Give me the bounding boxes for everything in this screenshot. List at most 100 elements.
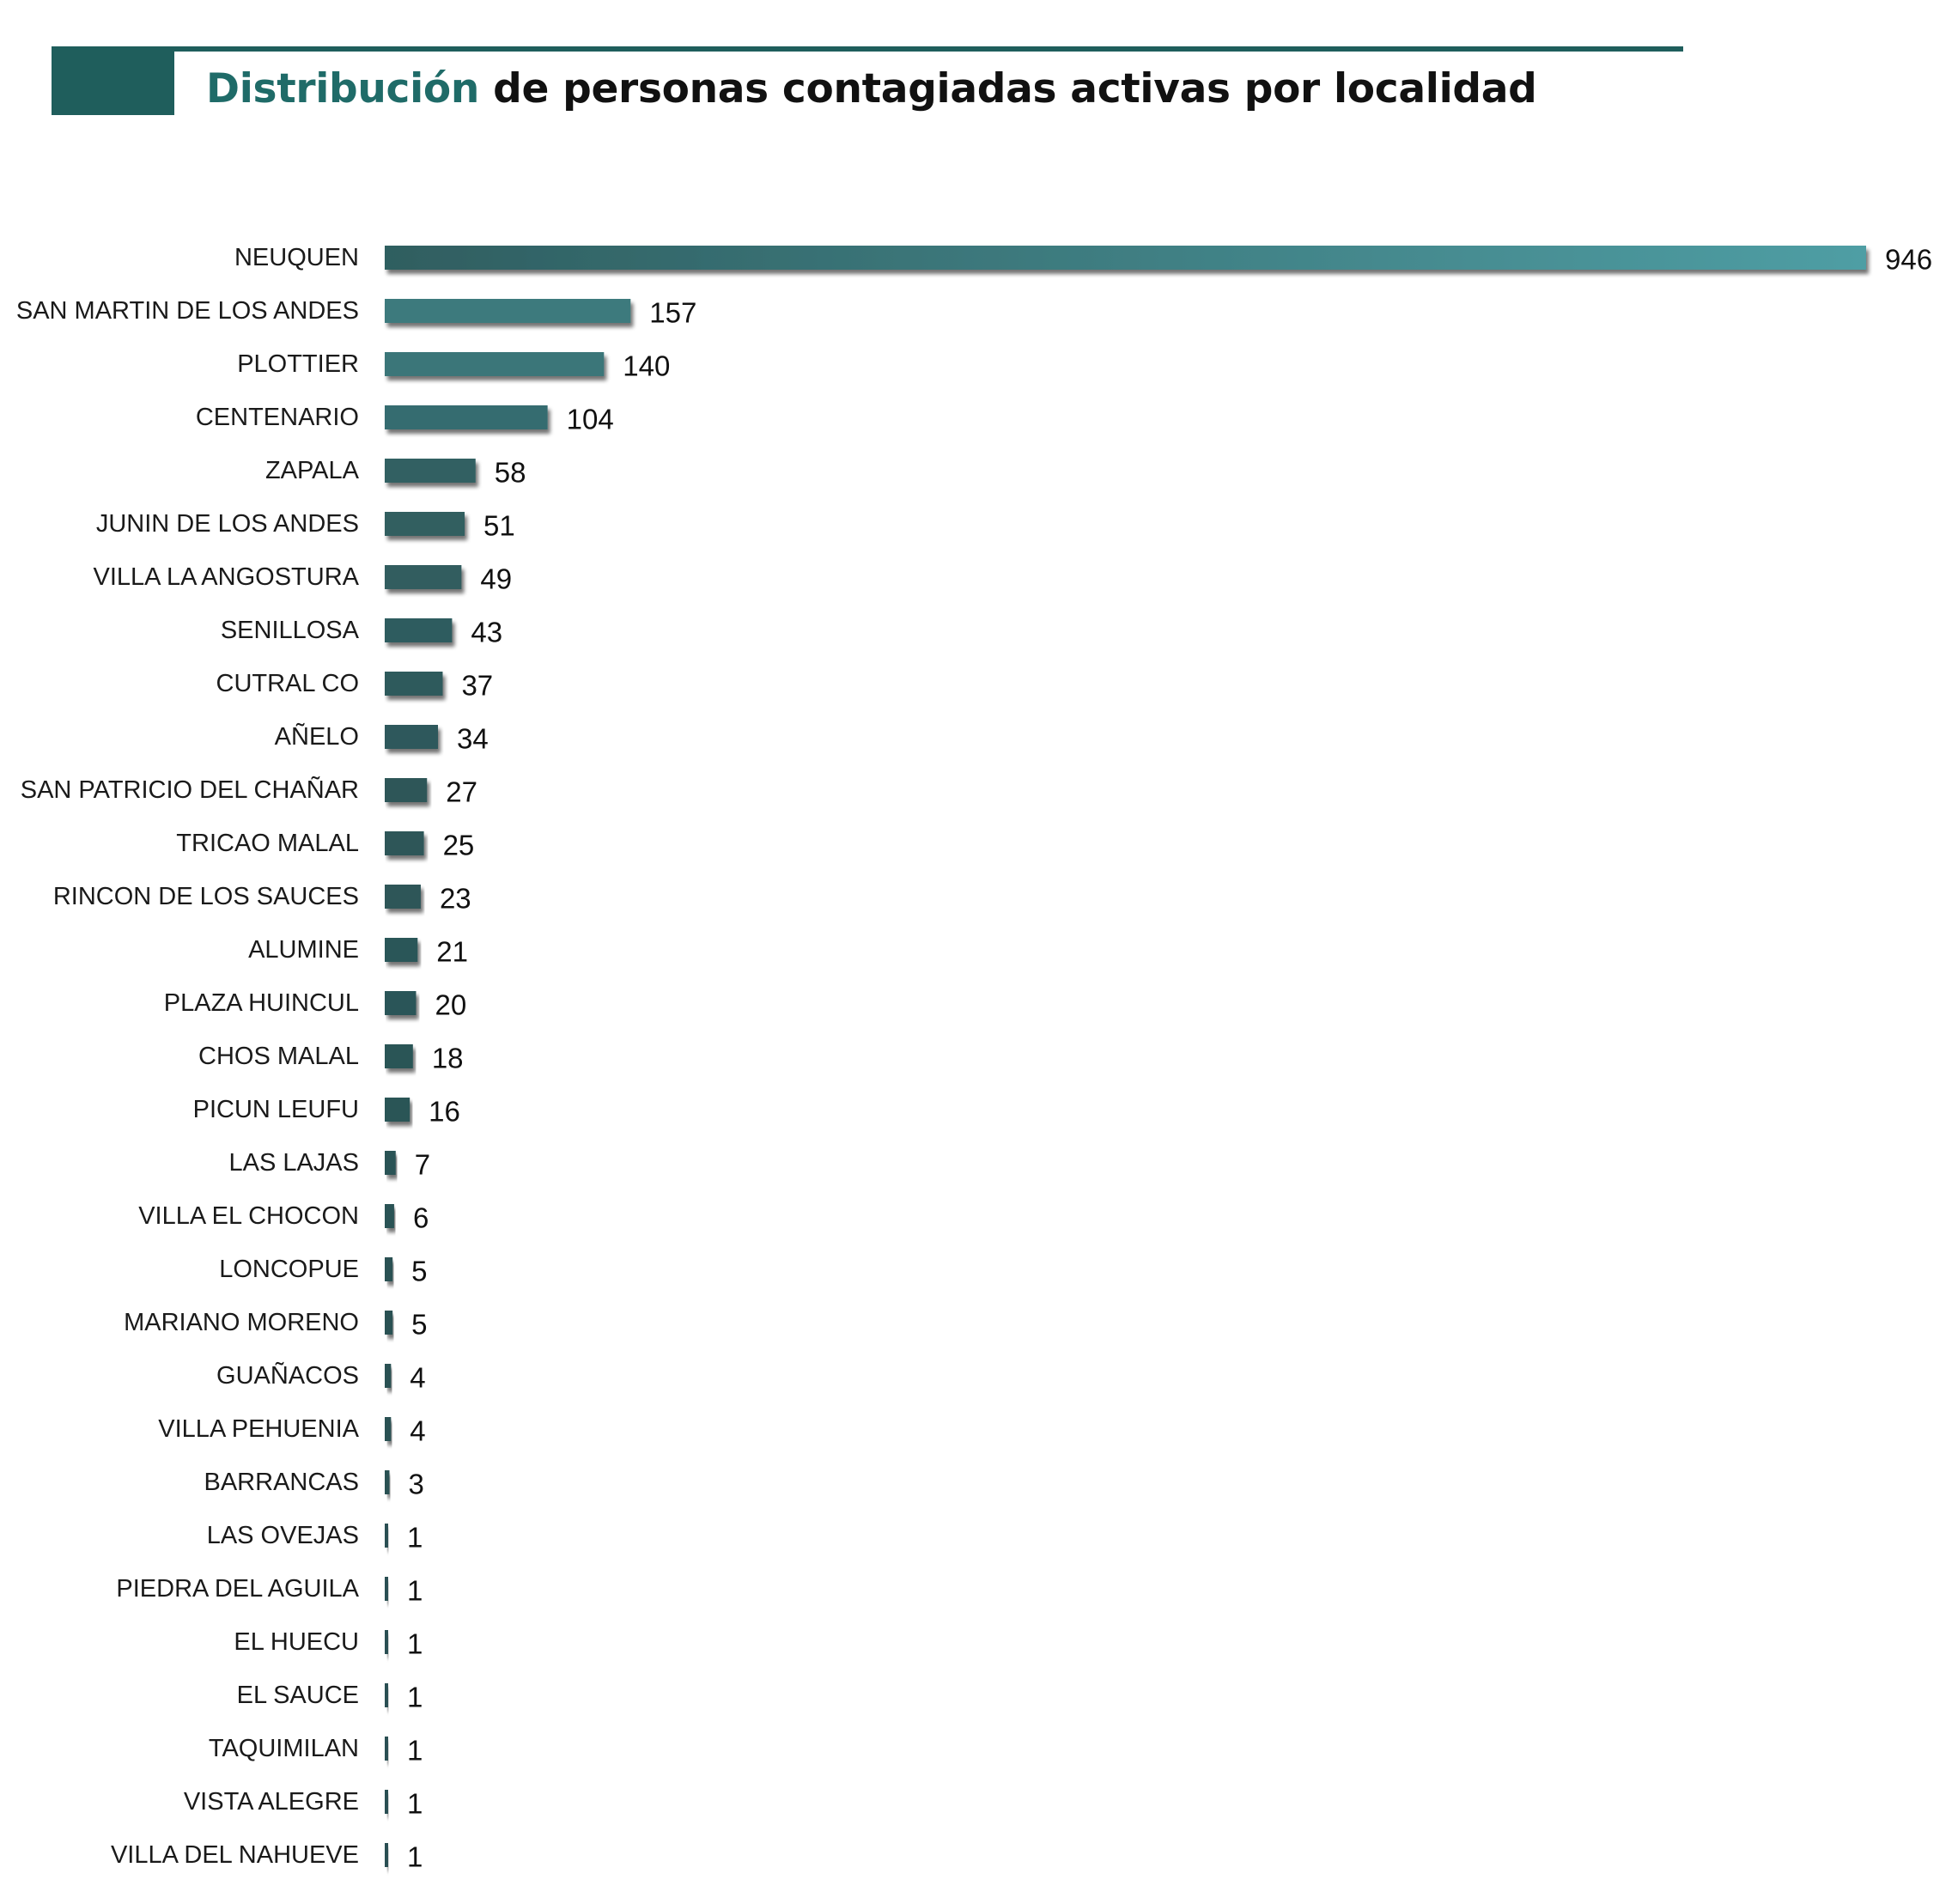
category-label: SAN PATRICIO DEL CHAÑAR (21, 775, 359, 804)
category-label: SENILLOSA (221, 617, 360, 644)
value-label: 25 (443, 830, 475, 861)
bar (385, 1577, 388, 1601)
bar (385, 618, 453, 642)
bar (385, 778, 428, 802)
bar (385, 1044, 413, 1068)
header-accent-block (52, 46, 174, 115)
category-label: CENTENARIO (196, 404, 359, 431)
category-label: JUNIN DE LOS ANDES (96, 510, 359, 538)
bar (385, 1683, 388, 1707)
category-label: LONCOPUE (219, 1256, 359, 1283)
bar (385, 459, 476, 483)
value-label: 1 (407, 1682, 423, 1713)
category-label: EL HUECU (234, 1628, 359, 1656)
category-label: LAS LAJAS (228, 1149, 359, 1177)
value-label: 1 (407, 1788, 423, 1820)
category-label: MARIANO MORENO (124, 1309, 359, 1336)
value-label: 1 (407, 1628, 423, 1660)
bar (385, 725, 438, 749)
category-label: TRICAO MALAL (176, 830, 359, 857)
value-label: 5 (411, 1309, 427, 1341)
chart-title-accent: Distribución (206, 65, 480, 113)
value-label: 1 (407, 1841, 423, 1873)
bar (385, 1417, 392, 1441)
bar (385, 512, 465, 536)
category-label: VILLA LA ANGOSTURA (94, 563, 360, 591)
category-label: CUTRAL CO (216, 670, 360, 697)
category-label: PIEDRA DEL AGUILA (116, 1575, 359, 1603)
bar (385, 1524, 388, 1548)
category-label: EL SAUCE (237, 1682, 359, 1709)
category-label: NEUQUEN (234, 244, 359, 271)
category-label: VILLA DEL NAHUEVE (111, 1841, 359, 1869)
bar (385, 1790, 388, 1814)
category-label: PICUN LEUFU (193, 1096, 359, 1123)
category-label: AÑELO (275, 721, 359, 751)
category-label: TAQUIMILAN (209, 1735, 359, 1762)
category-label: RINCON DE LOS SAUCES (53, 883, 359, 910)
value-label: 946 (1885, 244, 1932, 276)
bar (385, 1470, 390, 1494)
category-label: PLAZA HUINCUL (164, 989, 359, 1017)
bar (385, 1204, 394, 1228)
value-label: 58 (495, 457, 526, 489)
bar (385, 938, 418, 962)
category-label: ALUMINE (248, 936, 359, 964)
bar (385, 1630, 388, 1654)
chart-title: Distribución de personas contagiadas act… (206, 65, 1537, 113)
value-label: 23 (440, 883, 471, 915)
chart-title-rest: de personas contagiadas activas por loca… (479, 65, 1537, 113)
category-label: CHOS MALAL (198, 1043, 359, 1070)
value-label: 27 (446, 776, 477, 808)
category-label: LAS OVEJAS (207, 1522, 359, 1549)
value-label: 157 (649, 297, 696, 329)
value-label: 43 (471, 617, 502, 648)
bar (385, 565, 462, 589)
bar (385, 352, 605, 376)
category-label: SAN MARTIN DE LOS ANDES (16, 297, 359, 325)
bar (385, 299, 631, 323)
value-label: 1 (407, 1575, 423, 1607)
value-label: 3 (408, 1469, 423, 1500)
bar (385, 1151, 396, 1175)
bar (385, 405, 548, 429)
category-label: PLOTTIER (237, 350, 359, 378)
value-label: 21 (436, 936, 468, 968)
value-label: 140 (623, 350, 670, 382)
bars-group (385, 246, 1866, 1867)
value-label: 34 (457, 723, 489, 755)
bar (385, 1098, 410, 1122)
category-label: BARRANCAS (204, 1469, 360, 1496)
category-label: ZAPALA (265, 457, 360, 484)
bar (385, 991, 417, 1015)
value-label: 4 (410, 1415, 425, 1447)
value-label: 37 (461, 670, 493, 702)
category-label: VISTA ALEGRE (184, 1788, 359, 1816)
bar (385, 1311, 393, 1335)
category-label: GUAÑACOS (216, 1360, 359, 1390)
value-labels-group: 9461571401045851494337342725232120181676… (407, 244, 1932, 1873)
category-label: VILLA EL CHOCON (138, 1202, 359, 1230)
category-label: VILLA PEHUENIA (158, 1415, 359, 1443)
value-label: 1 (407, 1522, 423, 1554)
value-label: 6 (413, 1202, 429, 1234)
bar (385, 1364, 392, 1388)
value-label: 20 (435, 989, 466, 1021)
value-label: 18 (432, 1043, 464, 1074)
bar (385, 246, 1866, 270)
bar (385, 1843, 388, 1867)
bar (385, 885, 421, 909)
header-rule (174, 46, 1683, 52)
value-label: 16 (429, 1096, 460, 1128)
value-label: 104 (567, 404, 614, 435)
category-labels-group: NEUQUEN SAN MARTIN DE LOS ANDES PLOTTIER CE… (16, 244, 360, 1869)
bar (385, 831, 424, 855)
bar (385, 672, 443, 696)
bar (385, 1737, 388, 1761)
bar (385, 1257, 393, 1281)
value-label: 49 (480, 563, 512, 595)
value-label: 1 (407, 1735, 423, 1767)
value-label: 7 (415, 1149, 430, 1181)
value-label: 5 (411, 1256, 427, 1287)
